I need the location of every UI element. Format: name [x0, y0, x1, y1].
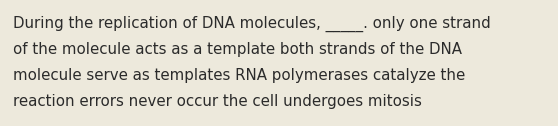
Text: of the molecule acts as a template both strands of the DNA: of the molecule acts as a template both …: [13, 42, 462, 57]
Text: During the replication of DNA molecules, _____. only one strand: During the replication of DNA molecules,…: [13, 16, 490, 32]
Text: reaction errors never occur the cell undergoes mitosis: reaction errors never occur the cell und…: [13, 94, 422, 109]
Text: molecule serve as templates RNA polymerases catalyze the: molecule serve as templates RNA polymera…: [13, 68, 465, 83]
